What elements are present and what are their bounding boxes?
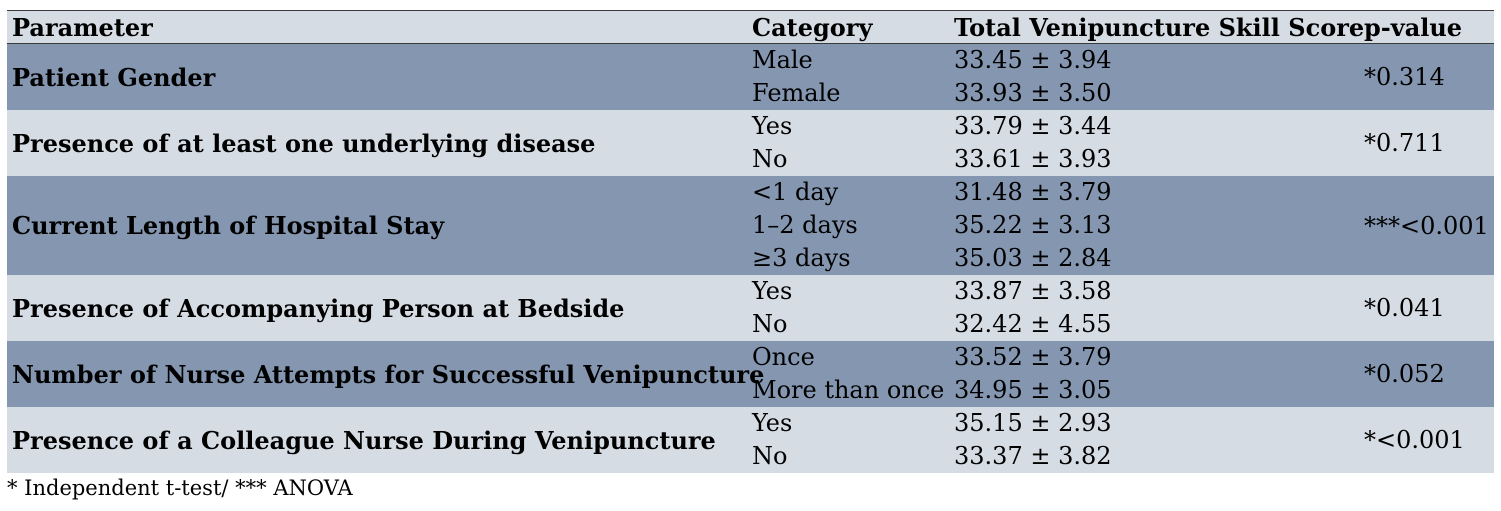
- pvalue-cell: *0.711: [1364, 129, 1445, 157]
- category-value: <1 day: [752, 178, 839, 206]
- category-value: 1–2 days: [752, 211, 858, 239]
- parameter-cell: Presence of Accompanying Person at Bedsi…: [12, 293, 625, 323]
- score-value: 34.95 ± 3.05: [954, 376, 1112, 404]
- category-cell: Once More than once: [749, 341, 951, 407]
- score-value: 31.48 ± 3.79: [954, 178, 1112, 206]
- score-cell: 35.15 ± 2.93 33.37 ± 3.82: [951, 407, 1361, 473]
- category-cell: <1 day 1–2 days ≥3 days: [749, 176, 951, 275]
- parameter-cell: Patient Gender: [12, 62, 216, 92]
- pvalue-cell: *0.041: [1364, 294, 1445, 322]
- parameter-cell: Presence of a Colleague Nurse During Ven…: [12, 425, 716, 455]
- header-parameter: Parameter: [12, 13, 153, 42]
- category-cell: Yes No: [749, 275, 951, 341]
- category-value: No: [752, 310, 788, 338]
- score-value: 33.87 ± 3.58: [954, 277, 1112, 305]
- table-row: Presence of at least one underlying dise…: [7, 110, 1494, 176]
- table-row: Presence of a Colleague Nurse During Ven…: [7, 407, 1494, 473]
- parameter-cell: Current Length of Hospital Stay: [12, 211, 445, 240]
- category-value: No: [752, 442, 788, 470]
- header-score: Total Venipuncture Skill Score: [954, 13, 1365, 42]
- table-row: Number of Nurse Attempts for Successful …: [7, 341, 1494, 407]
- score-value: 35.22 ± 3.13: [954, 211, 1112, 239]
- score-value: 33.37 ± 3.82: [954, 442, 1112, 470]
- category-value: No: [752, 145, 788, 173]
- score-cell: 33.52 ± 3.79 34.95 ± 3.05: [951, 341, 1361, 407]
- score-cell: 31.48 ± 3.79 35.22 ± 3.13 35.03 ± 2.84: [951, 176, 1361, 275]
- parameter-cell: Number of Nurse Attempts for Successful …: [12, 359, 765, 389]
- category-cell: Yes No: [749, 407, 951, 473]
- score-value: 33.93 ± 3.50: [954, 79, 1112, 107]
- score-cell: 33.45 ± 3.94 33.93 ± 3.50: [951, 44, 1361, 110]
- category-value: Yes: [752, 409, 793, 437]
- category-value: Female: [752, 79, 841, 107]
- pvalue-cell: *0.052: [1364, 360, 1445, 388]
- score-value: 33.61 ± 3.93: [954, 145, 1112, 173]
- score-value: 35.03 ± 2.84: [954, 244, 1112, 272]
- category-value: Yes: [752, 277, 793, 305]
- table-row: Current Length of Hospital Stay <1 day 1…: [7, 176, 1494, 275]
- score-cell: 33.87 ± 3.58 32.42 ± 4.55: [951, 275, 1361, 341]
- category-value: Once: [752, 343, 815, 371]
- table-row: Presence of Accompanying Person at Bedsi…: [7, 275, 1494, 341]
- table-header: Parameter Category Total Venipuncture Sk…: [7, 10, 1494, 44]
- score-value: 33.52 ± 3.79: [954, 343, 1112, 371]
- results-table: Parameter Category Total Venipuncture Sk…: [7, 10, 1494, 473]
- score-value: 33.45 ± 3.94: [954, 46, 1112, 74]
- category-value: Yes: [752, 112, 793, 140]
- score-cell: 33.79 ± 3.44 33.61 ± 3.93: [951, 110, 1361, 176]
- table-row: Patient Gender Male Female 33.45 ± 3.94 …: [7, 44, 1494, 110]
- category-value: More than once: [752, 376, 945, 404]
- score-value: 35.15 ± 2.93: [954, 409, 1112, 437]
- category-value: Male: [752, 46, 813, 74]
- table-footnote: * Independent t-test/ *** ANOVA: [7, 476, 353, 500]
- header-pvalue: p-value: [1364, 13, 1463, 42]
- header-category: Category: [752, 13, 873, 42]
- pvalue-cell: *<0.001: [1364, 426, 1465, 454]
- pvalue-cell: ***<0.001: [1364, 211, 1489, 240]
- parameter-cell: Presence of at least one underlying dise…: [12, 128, 596, 158]
- score-value: 33.79 ± 3.44: [954, 112, 1112, 140]
- category-value: ≥3 days: [752, 244, 851, 272]
- pvalue-cell: *0.314: [1364, 63, 1445, 91]
- category-cell: Male Female: [749, 44, 951, 110]
- category-cell: Yes No: [749, 110, 951, 176]
- score-value: 32.42 ± 4.55: [954, 310, 1112, 338]
